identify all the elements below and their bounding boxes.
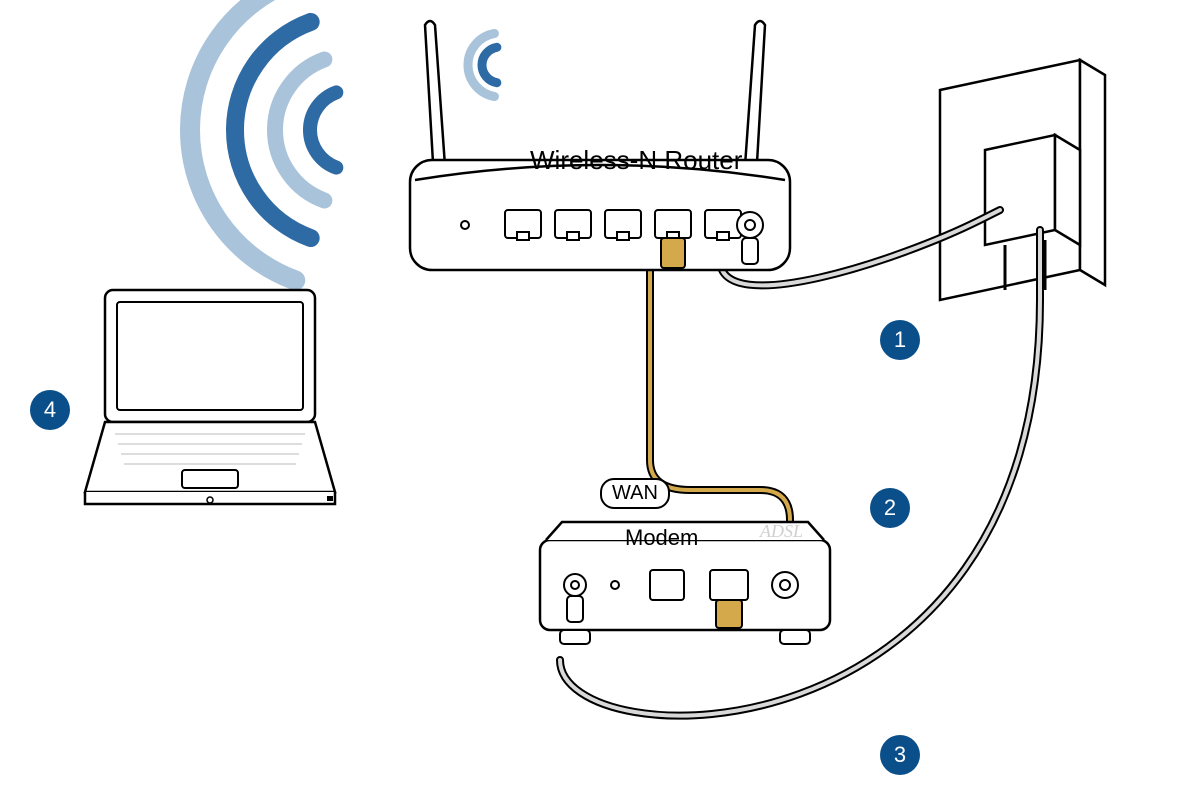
network-diagram: ADSL [0,0,1200,800]
wan-badge: WAN [600,478,670,509]
step-badge-4: 4 [30,390,70,430]
wall-outlet-icon [940,60,1105,300]
modem-label: Modem [625,525,698,551]
laptop-icon [85,290,335,504]
step-badge-2: 2 [870,488,910,528]
step-badge-3: 3 [880,735,920,775]
svg-text:ADSL: ADSL [759,521,803,541]
router-label: Wireless-N Router [530,145,742,176]
step-badge-1: 1 [880,320,920,360]
